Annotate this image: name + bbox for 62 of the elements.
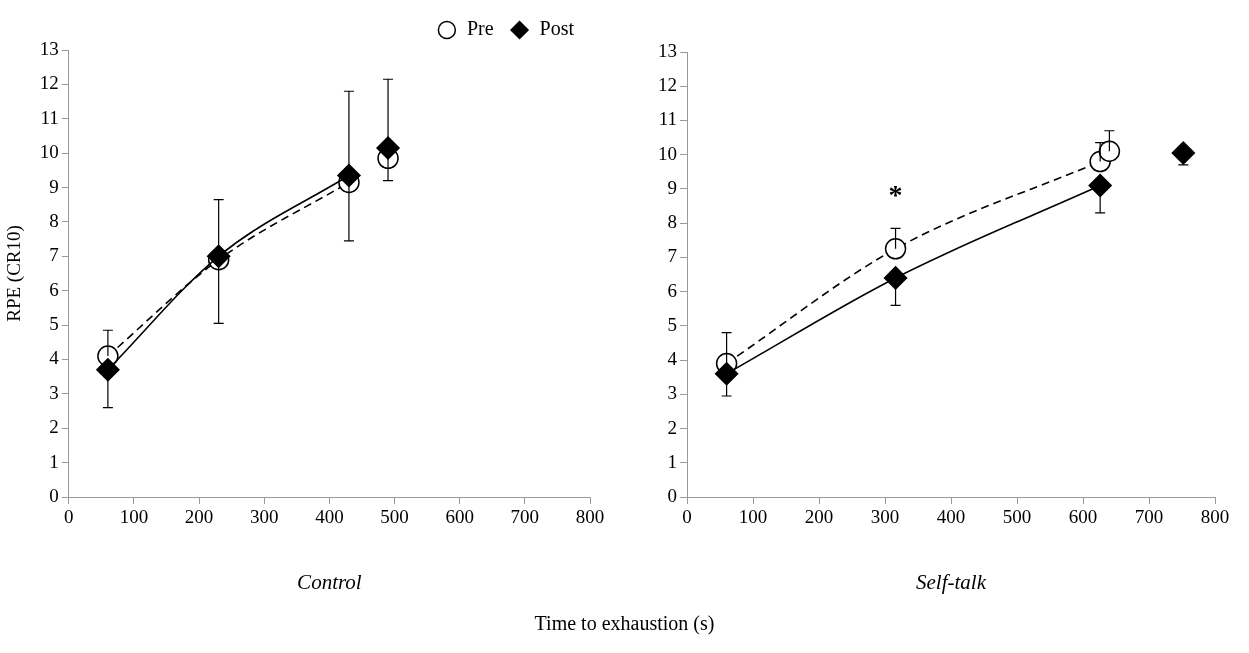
y-tick-label: 12 (658, 74, 677, 96)
y-tick-label: 0 (667, 484, 677, 506)
x-tick-label: 700 (510, 506, 540, 528)
x-axis-title: Self-talk (916, 569, 987, 594)
x-tick-label: 300 (870, 506, 900, 528)
point (884, 238, 907, 260)
x-tick-label: 700 (1134, 506, 1164, 528)
point (1098, 140, 1121, 163)
x-tick-label: 0 (64, 506, 74, 528)
y-tick-label: 7 (49, 244, 59, 266)
y-tick-label: 2 (49, 416, 59, 438)
y-tick-label: 10 (39, 141, 59, 163)
point (96, 358, 120, 382)
y-tick-label: 11 (658, 108, 677, 130)
y-tick-label: 9 (49, 175, 59, 197)
x-tick-label: 100 (738, 506, 768, 528)
y-tick-label: 12 (39, 72, 59, 94)
x-tick-label: 300 (250, 506, 279, 528)
y-tick-label: 1 (667, 450, 677, 472)
y-tick-label: 2 (667, 416, 677, 438)
x-axis-title: Control (297, 569, 362, 594)
y-tick-label: 3 (49, 381, 59, 403)
x-tick-label: 600 (1068, 506, 1098, 528)
y-tick-label: 1 (49, 450, 59, 472)
y-tick-label: 5 (667, 313, 677, 335)
y-tick-label: 11 (40, 106, 59, 128)
x-tick-label: 800 (575, 506, 605, 528)
x-tick-label: 500 (380, 506, 409, 528)
y-tick-label: 13 (39, 37, 59, 59)
y-tick-label: 6 (667, 279, 677, 301)
y-tick-label: 5 (49, 313, 59, 335)
point (376, 136, 400, 160)
y-tick-label: 3 (667, 382, 677, 404)
y-tick-label: 8 (49, 209, 59, 231)
x-tick-label: 600 (445, 506, 474, 528)
x-tick-label: 100 (119, 506, 149, 528)
y-tick-label: 7 (667, 245, 677, 267)
y-tick-label: 10 (658, 142, 677, 164)
x-tick-label: 0 (682, 506, 692, 528)
x-tick-label: 200 (804, 506, 834, 528)
point (714, 362, 739, 386)
x-tick-label: 200 (184, 506, 214, 528)
point (1088, 173, 1112, 198)
legend-label: Post (539, 17, 575, 40)
x-tick-label: 500 (1002, 506, 1032, 528)
y-tick-label: 0 (49, 484, 59, 506)
annotation: * (888, 179, 903, 211)
y-tick-label: 13 (658, 39, 677, 61)
x-tick-label: 400 (315, 506, 344, 528)
point (1171, 141, 1196, 165)
y-axis-title: RPE (CR10) (3, 225, 26, 322)
y-tick-label: 6 (49, 278, 59, 300)
text: Time to exhaustion (s) (533, 612, 716, 635)
x-tick-label: 800 (1200, 506, 1230, 528)
x-tick-label: 400 (936, 506, 966, 528)
point (206, 244, 231, 269)
y-tick-label: 4 (667, 348, 678, 370)
y-tick-label: 4 (49, 347, 60, 369)
y-tick-label: 9 (667, 176, 677, 198)
y-tick-label: 8 (667, 211, 677, 233)
legend-label: Pre (466, 17, 494, 40)
point (883, 266, 908, 290)
